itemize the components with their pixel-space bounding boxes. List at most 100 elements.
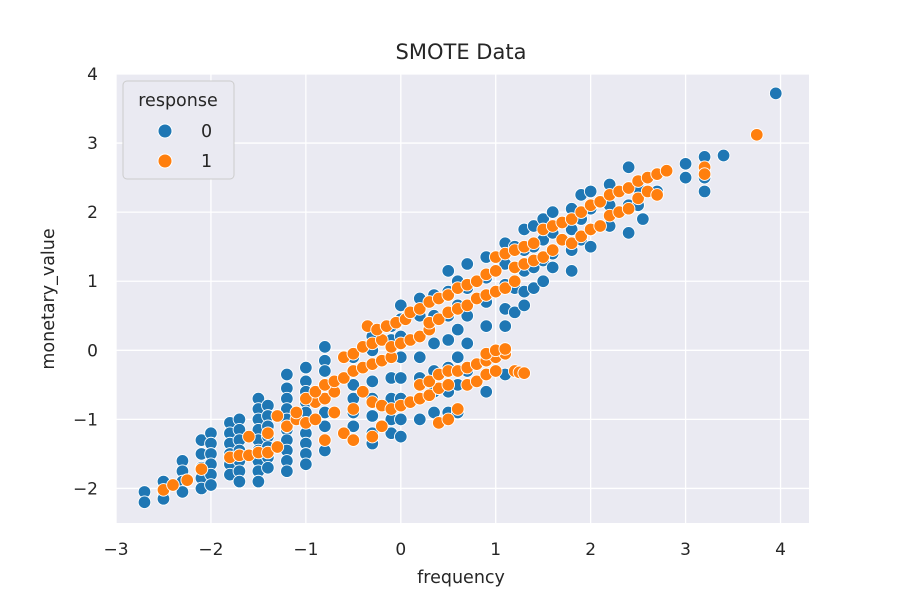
data-point bbox=[365, 409, 380, 423]
data-point bbox=[636, 212, 650, 226]
data-point bbox=[545, 260, 560, 275]
data-point bbox=[621, 160, 636, 175]
grid-lines bbox=[115, 73, 809, 523]
y-tick-label: 1 bbox=[87, 272, 98, 292]
data-point bbox=[536, 274, 550, 288]
data-point bbox=[413, 302, 427, 316]
x-tick-label: 2 bbox=[585, 540, 596, 560]
data-point bbox=[413, 412, 427, 427]
data-point bbox=[451, 350, 465, 364]
data-point bbox=[337, 426, 351, 440]
data-point bbox=[564, 236, 579, 250]
legend-marker-0 bbox=[157, 123, 173, 139]
data-point bbox=[308, 385, 323, 399]
data-point bbox=[583, 184, 598, 199]
data-point bbox=[536, 250, 550, 264]
data-point bbox=[498, 281, 512, 295]
x-tick-label: −3 bbox=[103, 540, 128, 560]
data-point bbox=[659, 163, 674, 178]
data-point bbox=[441, 288, 456, 302]
legend-box bbox=[122, 80, 235, 180]
y-tick-label: 0 bbox=[87, 341, 98, 361]
y-tick-label: 2 bbox=[87, 203, 98, 223]
data-point bbox=[137, 495, 152, 510]
data-point bbox=[469, 274, 484, 288]
data-point bbox=[697, 167, 712, 181]
x-tick-label: 1 bbox=[490, 540, 501, 560]
y-tick-labels: −2 −1 0 1 2 3 4 bbox=[73, 65, 98, 499]
data-point bbox=[564, 264, 579, 278]
data-point bbox=[232, 474, 247, 489]
x-tick-labels: −3 −2 −1 0 1 2 3 4 bbox=[103, 540, 785, 560]
data-point bbox=[394, 371, 408, 385]
data-point bbox=[441, 333, 456, 347]
data-point bbox=[261, 460, 275, 475]
legend-label-1: 1 bbox=[201, 152, 212, 172]
data-point bbox=[517, 366, 531, 380]
data-point bbox=[280, 419, 294, 434]
data-point bbox=[460, 336, 474, 351]
data-point bbox=[526, 236, 541, 250]
data-point bbox=[204, 478, 218, 492]
data-point bbox=[526, 281, 541, 295]
data-point bbox=[180, 473, 194, 487]
data-point bbox=[716, 148, 731, 163]
data-point bbox=[545, 243, 560, 257]
data-point bbox=[441, 264, 456, 278]
x-axis-label: frequency bbox=[417, 568, 505, 588]
data-point bbox=[507, 274, 522, 288]
data-point bbox=[413, 329, 427, 344]
data-point bbox=[545, 205, 560, 219]
legend: response 0 1 bbox=[122, 80, 235, 180]
data-point bbox=[346, 433, 361, 447]
legend-label-0: 0 bbox=[201, 122, 212, 142]
data-point bbox=[346, 402, 361, 416]
x-tick-label: −2 bbox=[198, 540, 223, 560]
y-tick-label: 4 bbox=[87, 65, 98, 85]
data-point bbox=[346, 419, 361, 434]
data-point bbox=[441, 412, 456, 427]
data-point bbox=[375, 419, 389, 434]
data-point bbox=[507, 305, 522, 320]
data-point bbox=[697, 184, 712, 199]
data-point bbox=[460, 257, 474, 271]
data-point bbox=[299, 360, 313, 375]
x-tick-label: 4 bbox=[775, 540, 786, 560]
data-point bbox=[365, 374, 380, 389]
data-point bbox=[498, 342, 512, 356]
data-point bbox=[413, 350, 427, 364]
data-point bbox=[488, 364, 503, 378]
data-point bbox=[517, 298, 531, 313]
data-point bbox=[365, 429, 380, 444]
data-point bbox=[621, 201, 636, 216]
data-point bbox=[621, 226, 636, 240]
data-point bbox=[451, 402, 465, 416]
data-point bbox=[318, 364, 332, 378]
data-point bbox=[289, 405, 304, 420]
data-point bbox=[261, 426, 275, 440]
data-point bbox=[299, 457, 313, 472]
x-tick-label: 3 bbox=[680, 540, 691, 560]
data-point bbox=[318, 433, 332, 447]
data-point bbox=[251, 474, 266, 489]
data-point bbox=[488, 264, 503, 278]
x-tick-label: −1 bbox=[293, 540, 318, 560]
series-1 bbox=[156, 128, 764, 497]
data-point bbox=[318, 419, 332, 434]
data-point bbox=[451, 322, 465, 337]
data-point bbox=[422, 374, 437, 389]
data-point bbox=[432, 312, 446, 326]
data-point bbox=[327, 405, 342, 420]
data-point bbox=[280, 464, 294, 478]
data-point bbox=[574, 205, 588, 219]
data-point bbox=[270, 409, 285, 423]
data-point bbox=[769, 86, 783, 101]
data-point bbox=[650, 188, 664, 202]
data-point bbox=[678, 170, 693, 185]
legend-title: response bbox=[138, 91, 218, 111]
x-tick-label: 0 bbox=[395, 540, 406, 560]
data-point bbox=[242, 429, 256, 444]
data-point bbox=[498, 319, 512, 333]
data-point bbox=[593, 195, 607, 209]
